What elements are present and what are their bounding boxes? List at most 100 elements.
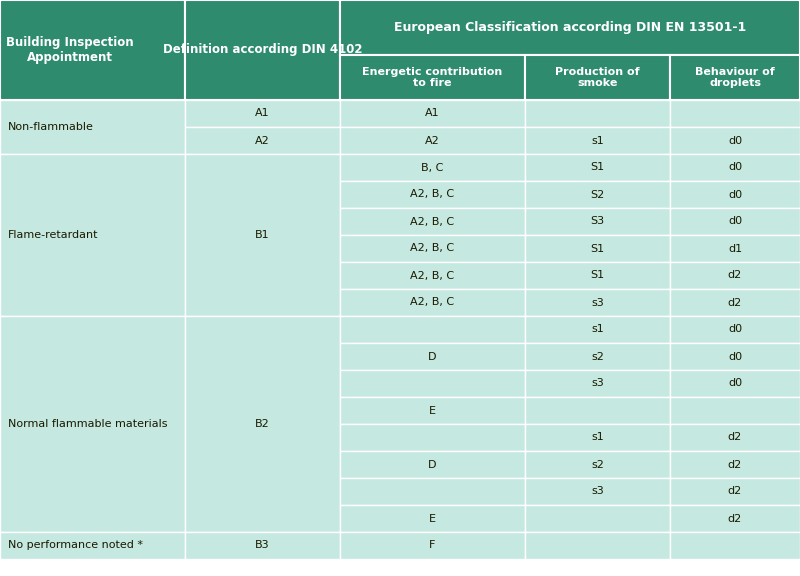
Bar [525,532,670,559]
Text: B1: B1 [255,230,270,240]
Bar [525,424,670,451]
Bar [185,0,340,100]
Text: Energetic contribution
to fire: Energetic contribution to fire [362,67,502,88]
Bar [670,262,800,289]
Bar [670,451,800,478]
Bar [525,262,670,289]
Bar [525,343,670,370]
Text: A2: A2 [255,135,270,146]
Bar [340,478,525,505]
Text: d1: d1 [728,244,742,253]
Text: d0: d0 [728,351,742,362]
Bar [525,451,670,478]
Bar [340,154,525,181]
Bar [525,55,670,100]
Bar [525,208,670,235]
Text: s3: s3 [591,378,604,388]
Bar [525,127,670,154]
Bar [525,181,670,208]
Bar [340,100,525,127]
Text: Definition according DIN 4102: Definition according DIN 4102 [162,44,362,56]
Bar [670,289,800,316]
Bar [185,532,340,559]
Bar [340,208,525,235]
Bar [670,208,800,235]
Text: s1: s1 [591,433,604,442]
Bar [340,262,525,289]
Text: s2: s2 [591,351,604,362]
Text: B, C: B, C [422,162,444,172]
Text: s3: s3 [591,297,604,308]
Text: Flame-retardant: Flame-retardant [8,230,98,240]
Text: A2, B, C: A2, B, C [410,271,454,281]
Text: s1: s1 [591,135,604,146]
Bar [670,100,800,127]
Text: s2: s2 [591,460,604,469]
Bar [670,127,800,154]
Text: d2: d2 [728,297,742,308]
Text: B2: B2 [255,419,270,429]
Bar [340,235,525,262]
Text: d2: d2 [728,513,742,524]
Bar [670,532,800,559]
Bar [340,424,525,451]
Bar [0,100,185,154]
Bar [670,370,800,397]
Bar [185,100,340,127]
Text: S1: S1 [590,244,605,253]
Bar [525,316,670,343]
Text: S1: S1 [590,271,605,281]
Text: d2: d2 [728,433,742,442]
Text: E: E [429,513,436,524]
Text: A2: A2 [425,135,440,146]
Text: Production of
smoke: Production of smoke [555,67,640,88]
Text: Normal flammable materials: Normal flammable materials [8,419,167,429]
Text: A2, B, C: A2, B, C [410,190,454,199]
Bar [525,289,670,316]
Text: d0: d0 [728,135,742,146]
Text: D: D [428,351,437,362]
Bar [670,154,800,181]
Bar [340,316,525,343]
Text: F: F [430,540,436,551]
Bar [525,154,670,181]
Bar [670,55,800,100]
Bar [0,532,185,559]
Text: d0: d0 [728,190,742,199]
Bar [525,100,670,127]
Bar [0,154,185,316]
Text: S2: S2 [590,190,605,199]
Bar [340,505,525,532]
Text: d0: d0 [728,324,742,335]
Bar [340,451,525,478]
Bar [525,370,670,397]
Bar [185,316,340,532]
Bar [340,127,525,154]
Bar [340,181,525,208]
Text: Behaviour of
droplets: Behaviour of droplets [695,67,775,88]
Bar [340,0,800,55]
Text: s3: s3 [591,487,604,497]
Bar [525,478,670,505]
Text: A1: A1 [425,108,440,119]
Text: d2: d2 [728,460,742,469]
Bar [525,505,670,532]
Bar [0,0,185,100]
Text: S1: S1 [590,162,605,172]
Bar [0,316,185,532]
Bar [670,505,800,532]
Text: Building Inspection
Appointment: Building Inspection Appointment [6,36,134,64]
Text: d0: d0 [728,162,742,172]
Bar [340,397,525,424]
Text: A2, B, C: A2, B, C [410,217,454,226]
Bar [525,235,670,262]
Bar [340,370,525,397]
Text: European Classification according DIN EN 13501-1: European Classification according DIN EN… [394,21,746,34]
Bar [670,181,800,208]
Text: d2: d2 [728,487,742,497]
Bar [670,424,800,451]
Text: S3: S3 [590,217,605,226]
Text: No performance noted *: No performance noted * [8,540,143,551]
Bar [670,343,800,370]
Text: d0: d0 [728,378,742,388]
